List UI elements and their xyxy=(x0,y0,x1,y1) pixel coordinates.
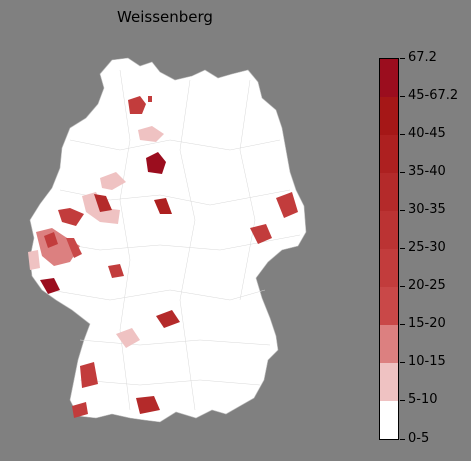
colorbar-tick xyxy=(400,134,405,135)
region-bavaria-mid xyxy=(156,310,180,328)
region-freiburg xyxy=(80,362,98,388)
germany-outline xyxy=(29,57,307,423)
colorbar xyxy=(379,58,399,440)
region-bw-pale xyxy=(116,328,140,348)
region-central-north xyxy=(146,152,166,174)
colorbar-tick xyxy=(400,210,405,211)
legend-label-10-15: 10-15 xyxy=(408,354,446,369)
region-central xyxy=(154,198,172,214)
colorbar-tick xyxy=(400,96,405,97)
region-nw-pale xyxy=(100,172,126,190)
region-north-small xyxy=(148,96,152,102)
colorbar-band xyxy=(380,97,398,135)
legend-label-15-20: 15-20 xyxy=(408,316,446,331)
legend-label-67.2: 67.2 xyxy=(408,50,437,65)
colorbar-band xyxy=(380,211,398,249)
region-allgaeu xyxy=(136,396,160,414)
legend-label-25-30: 25-30 xyxy=(408,240,446,255)
colorbar-tick xyxy=(400,400,405,401)
region-sw-pale xyxy=(28,250,40,270)
legend-label-30-35: 30-35 xyxy=(408,202,446,217)
legend-label-20-25: 20-25 xyxy=(408,278,446,293)
region-north-hh xyxy=(128,96,146,114)
region-west-aachen xyxy=(40,278,60,294)
region-bodensee xyxy=(72,402,88,418)
colorbar-band xyxy=(380,59,398,97)
region-hannover-area xyxy=(138,126,164,142)
region-nrw-cluster xyxy=(94,194,112,212)
colorbar-band xyxy=(380,287,398,325)
map-title: Weissenberg xyxy=(117,8,213,26)
colorbar-tick xyxy=(400,58,405,59)
colorbar-tick xyxy=(400,248,405,249)
legend-label-35-40: 35-40 xyxy=(408,164,446,179)
legend-label-40-45: 40-45 xyxy=(408,126,446,141)
colorbar-tick xyxy=(400,324,405,325)
region-saxony xyxy=(250,224,272,244)
region-ruhr-red xyxy=(44,232,58,248)
region-koeln xyxy=(66,238,82,258)
colorbar-band xyxy=(380,363,398,401)
legend-label-45-67.2: 45-67.2 xyxy=(408,88,459,103)
region-nrw-west xyxy=(58,208,84,226)
colorbar-band xyxy=(380,401,398,439)
region-east-lusatia xyxy=(276,192,298,218)
region-hesse-mid xyxy=(108,264,124,278)
colorbar-tick xyxy=(400,172,405,173)
colorbar-band xyxy=(380,135,398,173)
legend-label-0-5: 0-5 xyxy=(408,431,430,446)
colorbar-tick xyxy=(400,362,405,363)
colorbar-tick xyxy=(400,286,405,287)
colorbar-tick xyxy=(400,439,405,440)
legend-label-5-10: 5-10 xyxy=(408,392,438,407)
colorbar-band xyxy=(380,249,398,287)
colorbar-band xyxy=(380,325,398,363)
colorbar-band xyxy=(380,173,398,211)
